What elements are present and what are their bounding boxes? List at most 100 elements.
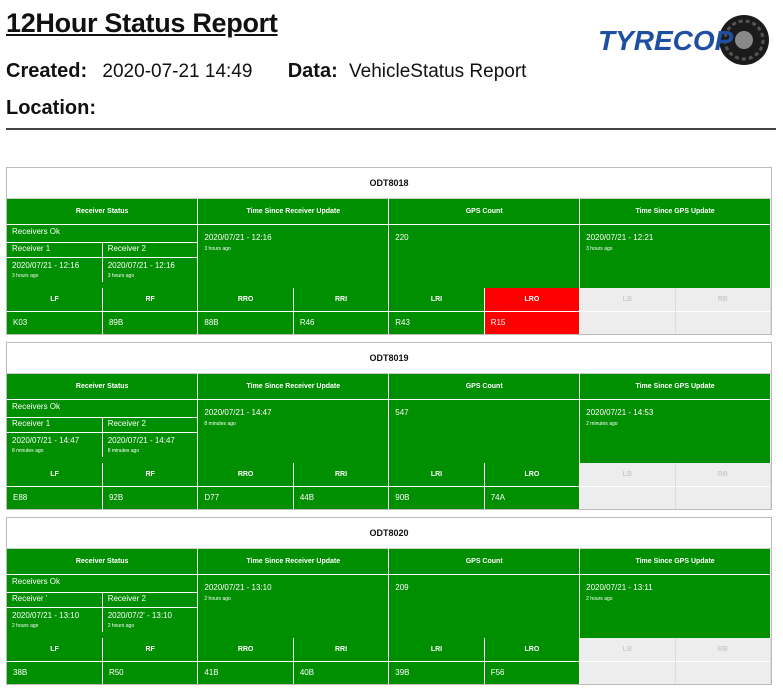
receiver-1-ago: 8 minutes ago bbox=[12, 448, 44, 454]
time-since-gps-header: Time Since GPS Update bbox=[579, 549, 771, 575]
receiver-2-ago: 3 hours ago bbox=[107, 273, 135, 279]
receiver-update-ago: 8 minutes ago bbox=[204, 421, 236, 427]
tyre-value-lri: 90B bbox=[388, 486, 485, 509]
tyre-pos-lf: LF bbox=[7, 463, 103, 487]
tyre-pos-rro: RRO bbox=[197, 288, 294, 312]
gps-update-cell: 2020/07/21 - 13:11 2 hours ago bbox=[579, 574, 771, 638]
receiver-update-cell: 2020/07/21 - 14:47 8 minutes ago bbox=[197, 399, 390, 463]
tyre-pos-rb: RB bbox=[675, 638, 772, 662]
tyre-value-rri: R46 bbox=[293, 311, 390, 334]
tyre-pos-lb: LB bbox=[579, 463, 676, 487]
vehicle-block-odt8019: ODT8019 Receiver Status Time Since Recei… bbox=[6, 342, 772, 510]
receiver-2: Receiver 2 2020/07/21 - 12:16 3 hours ag… bbox=[102, 243, 198, 282]
tyre-value-row: K03 89B 88B R46 R43 R15 bbox=[7, 311, 772, 334]
receiver-status-header: Receiver Status bbox=[7, 374, 199, 400]
vehicle-id: ODT8018 bbox=[7, 168, 771, 199]
vehicle-id: ODT8020 bbox=[7, 518, 771, 549]
vehicle-table: Receiver Status Time Since Receiver Upda… bbox=[7, 549, 772, 684]
receiver-1-ago: 3 hours ago bbox=[12, 273, 39, 279]
vehicle-table: Receiver Status Time Since Receiver Upda… bbox=[7, 374, 772, 509]
gps-count-cell: 209 bbox=[388, 574, 581, 638]
receiver-1-time: 2020/07/21 - 12:16 bbox=[12, 261, 80, 270]
data-value: VehicleStatus Report bbox=[349, 61, 527, 82]
tyre-pos-rf: RF bbox=[102, 638, 199, 662]
gps-update-ago: 3 hours ago bbox=[586, 246, 613, 252]
tyre-pos-rro: RRO bbox=[197, 638, 294, 662]
time-since-gps-header: Time Since GPS Update bbox=[579, 199, 771, 225]
receiver-update-cell: 2020/07/21 - 12:16 3 hours ago bbox=[197, 224, 390, 288]
tyre-pos-rri: RRI bbox=[293, 638, 390, 662]
gps-update-ago: 2 minutes ago bbox=[586, 421, 618, 427]
gps-count-header: GPS Count bbox=[388, 374, 581, 400]
receiver-2-time: 2020/07/21 - 12:16 bbox=[107, 261, 175, 270]
tyre-value-lro: R15 bbox=[484, 311, 581, 334]
receiver-update-time: 2020/07/21 - 13:10 bbox=[204, 583, 272, 592]
receiver-1: Receiver 1 2020/07/21 - 14:47 8 minutes … bbox=[7, 418, 103, 457]
header-divider bbox=[6, 128, 776, 130]
report-title: 12Hour Status Report bbox=[6, 8, 278, 38]
receivers-ok-label: Receivers Ok bbox=[7, 400, 198, 418]
gps-update-time: 2020/07/21 - 12:21 bbox=[586, 233, 654, 242]
tyre-value-lri: R43 bbox=[388, 311, 485, 334]
tyre-value-row: E88 92B D77 44B 90B 74A bbox=[7, 486, 772, 509]
tyre-pos-lro: LRO bbox=[484, 463, 581, 487]
tyre-pos-lf: LF bbox=[7, 638, 103, 662]
gps-count-header: GPS Count bbox=[388, 199, 581, 225]
tyre-pos-lro: LRO bbox=[484, 638, 581, 662]
receiver-2: Receiver 2 2020/07/2' - 13:10 2 hours ag… bbox=[102, 593, 198, 632]
created-label: Created: bbox=[6, 60, 88, 82]
tyre-value-lf: K03 bbox=[7, 311, 103, 334]
vehicle-block-odt8018: ODT8018 Receiver Status Time Since Recei… bbox=[6, 167, 772, 335]
tyre-pos-rro: RRO bbox=[197, 463, 294, 487]
receiver-1-ago: 2 hours ago bbox=[12, 623, 39, 629]
tyre-value-lro: F56 bbox=[484, 661, 581, 684]
tyre-pos-rri: RRI bbox=[293, 288, 390, 312]
tyrecop-logo: TYRECOP bbox=[598, 15, 769, 65]
tyre-pos-rri: RRI bbox=[293, 463, 390, 487]
receiver-2-time: 2020/07/2' - 13:10 bbox=[107, 611, 172, 620]
receiver-status-cell: Receivers Ok Receiver 1 2020/07/21 - 14:… bbox=[7, 399, 199, 463]
receiver-2-time: 2020/07/21 - 14:47 bbox=[107, 436, 175, 445]
tyre-value-rf: 92B bbox=[102, 486, 199, 509]
receiver-1-label: Receiver 1 bbox=[7, 243, 102, 258]
receiver-1: Receiver ' 2020/07/21 - 13:10 2 hours ag… bbox=[7, 593, 103, 632]
vehicle-id: ODT8019 bbox=[7, 343, 771, 374]
tyre-value-lb bbox=[579, 311, 676, 334]
receiver-status-header: Receiver Status bbox=[7, 549, 199, 575]
tyre-pos-rb: RB bbox=[675, 463, 772, 487]
tyre-pos-rb: RB bbox=[675, 288, 772, 312]
gps-update-ago: 2 hours ago bbox=[586, 596, 613, 602]
tyre-value-rf: R50 bbox=[102, 661, 199, 684]
tyre-value-rb bbox=[675, 311, 772, 334]
data-label: Data: bbox=[287, 60, 338, 82]
tyre-value-lf: E88 bbox=[7, 486, 103, 509]
meta-row: Created: 2020-07-21 14:49 Data: VehicleS… bbox=[6, 60, 526, 83]
receiver-2-ago: 2 hours ago bbox=[107, 623, 135, 629]
tyre-value-lri: 39B bbox=[388, 661, 485, 684]
time-since-gps-header: Time Since GPS Update bbox=[579, 374, 771, 400]
gps-count-cell: 220 bbox=[388, 224, 581, 288]
location-label: Location: bbox=[6, 97, 96, 119]
tyre-pos-lri: LRI bbox=[388, 638, 485, 662]
tyre-value-rri: 44B bbox=[293, 486, 390, 509]
gps-update-time: 2020/07/21 - 13:11 bbox=[586, 583, 653, 592]
receiver-update-ago: 3 hours ago bbox=[204, 246, 231, 252]
receiver-update-time: 2020/07/21 - 14:47 bbox=[204, 408, 272, 417]
receivers-ok-label: Receivers Ok bbox=[7, 225, 198, 243]
receiver-1-time: 2020/07/21 - 14:47 bbox=[12, 436, 80, 445]
tyre-position-row: LF RF RRO RRI LRI LRO LB RB bbox=[7, 638, 772, 662]
tyre-value-rro: 88B bbox=[197, 311, 294, 334]
gps-count-cell: 547 bbox=[388, 399, 581, 463]
tyre-pos-lb: LB bbox=[579, 638, 676, 662]
vehicle-table: Receiver Status Time Since Receiver Upda… bbox=[7, 199, 772, 334]
tyre-value-lb bbox=[579, 661, 676, 684]
tyre-value-lf: 38B bbox=[7, 661, 103, 684]
tyre-pos-lf: LF bbox=[7, 288, 103, 312]
created-value: 2020-07-21 14:49 bbox=[102, 61, 253, 82]
receiver-update-ago: 2 hours ago bbox=[204, 596, 231, 602]
gps-count-header: GPS Count bbox=[388, 549, 581, 575]
gps-count-value: 220 bbox=[395, 233, 409, 242]
receiver-1-label: Receiver ' bbox=[7, 593, 102, 608]
tyre-value-rb bbox=[675, 661, 772, 684]
receiver-status-header: Receiver Status bbox=[7, 199, 199, 225]
